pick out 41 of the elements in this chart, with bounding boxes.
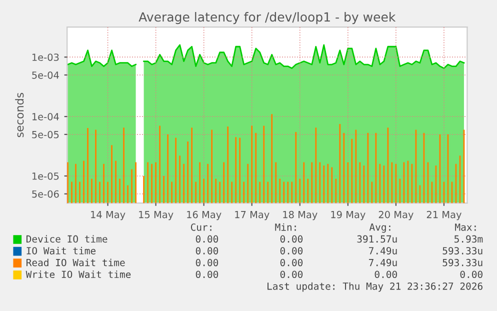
text: 0.00 (196, 235, 218, 243)
y-tick-label: 1e-04 (32, 113, 59, 120)
x-tick-label: 15 May (139, 211, 174, 220)
text: 0.00 (196, 258, 218, 266)
text: 5.93m (454, 235, 483, 243)
text: Cur: (190, 223, 212, 231)
legend-label: Write IO Wait time (26, 270, 131, 278)
x-tick-label: 17 May (235, 211, 270, 220)
text: 593.33u (442, 247, 482, 254)
text: 0.00 (280, 235, 303, 243)
text: 0.00 (280, 258, 303, 266)
legend-label: Read IO Wait time (26, 258, 125, 266)
x-tick-label: 18 May (283, 210, 318, 220)
text: 0.00 (280, 247, 303, 254)
text: 0.00 (374, 270, 397, 278)
y-tick-label: 5e-06 (32, 190, 59, 198)
text: Avg: (369, 224, 390, 233)
x-tick-label: 16 May (187, 210, 222, 220)
y-tick-label: 5e-04 (32, 71, 59, 79)
text: 0.00 (460, 270, 482, 278)
text: 391.57u (357, 235, 397, 243)
legend-label: Device IO time (26, 235, 108, 243)
text: 0.00 (196, 247, 218, 254)
x-tick-label: 19 May (331, 210, 366, 220)
y-tick-label: 5e-05 (32, 130, 59, 138)
text: 593.33u (442, 258, 482, 266)
x-tick-label: 21 May (426, 210, 462, 220)
text: Min: (275, 223, 296, 231)
y-tick-label: 1e-05 (32, 172, 59, 180)
legend-label: IO Wait time (26, 246, 96, 254)
text: 0.00 (196, 270, 218, 278)
y-tick-label: 1e-03 (32, 54, 59, 61)
x-tick-label: 20 May (378, 210, 414, 220)
chart-title: Average latency for /dev/loop1 - by week (138, 12, 396, 24)
text: Last update: Thu May 21 23:36:27 2026 (268, 282, 482, 292)
text: Max: (455, 224, 476, 231)
x-tick-label: 14 May (91, 211, 126, 220)
text: 7.49u (368, 258, 397, 266)
y-axis-title: seconds (15, 92, 24, 138)
text: 7.49u (368, 247, 397, 254)
text: 0.00 (280, 270, 303, 278)
